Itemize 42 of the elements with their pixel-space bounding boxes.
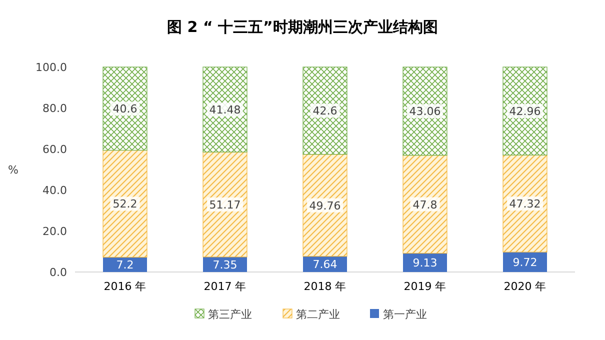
bar [102, 150, 148, 258]
data-label: 7.35 [212, 258, 238, 272]
chart-title: 图 2 “ 十三五”时期潮州三次产业结构图 [167, 18, 438, 36]
x-tick-label: 2018 年 [304, 280, 346, 293]
data-label: 42.6 [312, 104, 338, 118]
data-label: 40.6 [112, 102, 138, 116]
y-tick-label: 40.0 [42, 184, 67, 197]
data-label: 42.96 [509, 105, 541, 118]
data-label: 9.72 [512, 256, 538, 270]
y-tick-label: 0.0 [50, 266, 67, 279]
data-label: 41.48 [209, 104, 241, 117]
data-label: 43.06 [409, 105, 441, 118]
legend-label: 第三产业 [208, 308, 252, 321]
bar [302, 66, 348, 155]
data-label: 9.13 [412, 256, 438, 270]
y-tick-label: 60.0 [42, 143, 67, 156]
x-tick-label: 2019 年 [404, 280, 446, 293]
legend-label: 第一产业 [383, 308, 427, 321]
bar [102, 66, 148, 151]
y-axis-title: % [8, 164, 18, 176]
bar [502, 66, 548, 156]
bar [402, 66, 448, 156]
bar [103, 257, 147, 272]
bar [202, 66, 248, 152]
x-tick-label: 2017 年 [204, 280, 246, 293]
data-label: 47.32 [509, 198, 541, 211]
legend-label: 第二产业 [296, 308, 340, 321]
y-tick-label: 20.0 [42, 225, 67, 238]
data-label: 7.2 [116, 258, 134, 272]
x-tick-label: 2020 年 [504, 280, 546, 293]
y-tick-label: 100.0 [36, 61, 67, 74]
data-label: 51.17 [209, 198, 241, 212]
data-label: 52.2 [112, 198, 138, 211]
y-tick-label: 80.0 [42, 102, 67, 115]
data-label: 49.76 [309, 199, 341, 212]
x-tick-label: 2016 年 [104, 280, 146, 293]
data-label: 7.64 [312, 258, 338, 272]
bar [502, 154, 548, 252]
bar [402, 154, 448, 254]
bar [302, 154, 348, 257]
bar [202, 152, 248, 258]
data-label: 47.8 [412, 198, 438, 212]
